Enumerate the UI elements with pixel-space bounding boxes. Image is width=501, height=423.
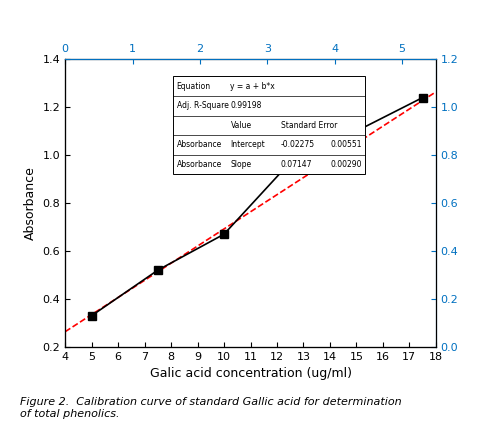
Text: Value: Value [230, 121, 252, 130]
Y-axis label: Absorbance: Absorbance [24, 166, 37, 240]
Text: y = a + b*x: y = a + b*x [230, 82, 275, 91]
Text: Slope: Slope [230, 160, 252, 169]
Text: 0.07147: 0.07147 [281, 160, 312, 169]
Text: Intercept: Intercept [230, 140, 265, 149]
Text: 0.00551: 0.00551 [331, 140, 362, 149]
Text: 0.00290: 0.00290 [331, 160, 362, 169]
Text: Absorbance: Absorbance [176, 140, 222, 149]
Text: 0.99198: 0.99198 [230, 102, 262, 110]
Text: Equation: Equation [176, 82, 210, 91]
X-axis label: Galic acid concentration (ug/ml): Galic acid concentration (ug/ml) [149, 367, 352, 380]
Text: Absorbance: Absorbance [176, 160, 222, 169]
Text: Standard Error: Standard Error [281, 121, 337, 130]
Text: -0.02275: -0.02275 [281, 140, 315, 149]
Text: Adj. R-Square: Adj. R-Square [176, 102, 228, 110]
Text: Figure 2.  Calibration curve of standard Gallic acid for determination
of total : Figure 2. Calibration curve of standard … [20, 397, 402, 419]
